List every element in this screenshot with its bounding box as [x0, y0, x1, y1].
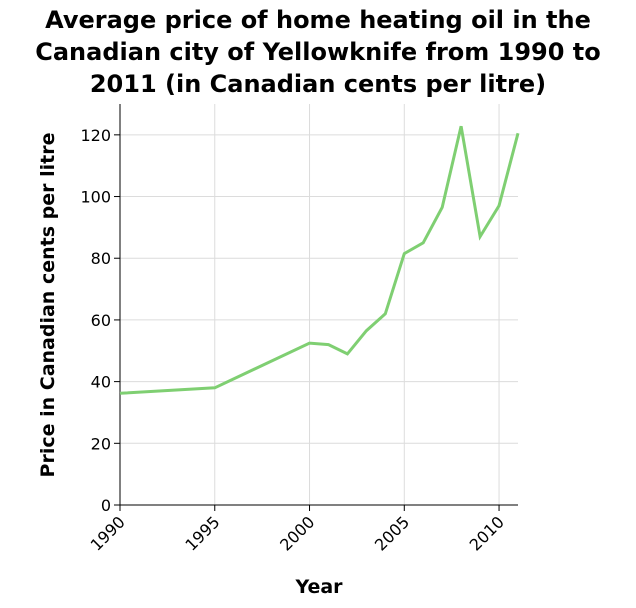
x-tick-label: 1990 [87, 512, 129, 554]
x-tick-label: 1995 [181, 512, 223, 554]
axes [114, 104, 518, 511]
series-layer [119, 125, 520, 395]
grid-lines [119, 104, 518, 506]
chart-title: Average price of home heating oil in the… [0, 4, 636, 100]
chart-title-line-1: Average price of home heating oil in the [45, 6, 591, 34]
y-tick-label: 80 [91, 249, 111, 268]
plot-background [120, 104, 518, 505]
x-tick-label: 2010 [466, 512, 508, 554]
y-tick-label: 60 [91, 311, 111, 330]
x-axis-title: Year [294, 576, 343, 598]
chart-title-line-2: Canadian city of Yellowknife from 1990 t… [35, 38, 601, 66]
y-tick-label: 0 [101, 496, 111, 515]
series-line [119, 125, 520, 395]
x-tick-label: 2005 [371, 512, 413, 554]
x-tick-label: 2000 [276, 512, 318, 554]
y-tick-label: 100 [80, 188, 111, 207]
y-axis-title: Price in Canadian cents per litre [37, 133, 59, 478]
chart-title-line-3: 2011 (in Canadian cents per litre) [89, 70, 547, 98]
y-tick-label: 120 [80, 126, 111, 145]
y-tick-label: 20 [91, 434, 111, 453]
y-tick-label: 40 [91, 373, 111, 392]
